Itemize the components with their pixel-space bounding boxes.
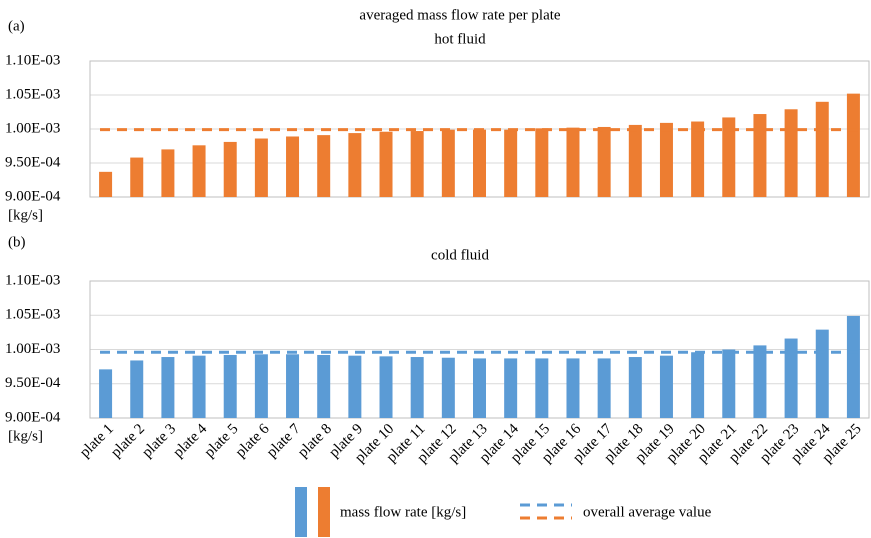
- bar: [784, 109, 798, 197]
- x-tick-label: plate 1: [77, 421, 117, 461]
- bar: [659, 355, 673, 418]
- bar: [441, 129, 455, 197]
- bar: [722, 349, 736, 418]
- bar: [410, 357, 424, 418]
- y-tick-label: 9.50E-04: [5, 375, 61, 391]
- bar: [628, 357, 642, 418]
- x-tick-label: plate 5: [202, 421, 242, 461]
- bar: [441, 357, 455, 418]
- bar: [566, 127, 580, 197]
- legend-label: mass flow rate [kg/s]: [340, 504, 466, 520]
- bar: [317, 135, 331, 197]
- bar: [628, 124, 642, 197]
- bar: [130, 157, 144, 197]
- bar: [223, 354, 237, 418]
- bar: [784, 338, 798, 418]
- bar: [192, 145, 206, 197]
- legend-swatch: [318, 487, 330, 537]
- bar: [99, 171, 113, 197]
- bar: [379, 131, 393, 197]
- bar: [348, 133, 362, 197]
- bar: [130, 360, 144, 418]
- bar: [473, 358, 486, 418]
- y-tick-label: 9.00E-04: [5, 409, 61, 425]
- x-tick-label: plate 8: [295, 421, 335, 461]
- bar: [473, 129, 486, 197]
- bar: [254, 138, 268, 197]
- bar: [753, 345, 767, 418]
- chart-title: averaged mass flow rate per plate: [359, 7, 560, 23]
- bar: [504, 358, 518, 418]
- bar: [317, 354, 331, 418]
- bar: [597, 126, 611, 197]
- bar: [286, 136, 300, 197]
- x-tick-label: plate 4: [170, 421, 210, 461]
- bar: [504, 129, 518, 197]
- bar: [846, 93, 860, 197]
- bar: [223, 141, 237, 197]
- bar: [286, 354, 300, 418]
- bar: [691, 121, 705, 197]
- bar: [379, 356, 393, 418]
- bar: [192, 355, 206, 418]
- bar: [161, 149, 175, 197]
- bar: [161, 357, 175, 418]
- y-tick-label: 9.50E-04: [5, 154, 61, 170]
- bar: [846, 315, 860, 418]
- y-tick-label: 1.10E-03: [5, 272, 60, 288]
- bar: [722, 117, 736, 197]
- bar: [535, 128, 549, 197]
- x-tick-label: plate 7: [264, 421, 304, 461]
- bar: [691, 352, 705, 418]
- y-unit: [kg/s]: [8, 428, 43, 444]
- bar: [535, 358, 549, 418]
- legend-swatch: [295, 487, 307, 537]
- chart-subtitle: hot fluid: [434, 31, 486, 47]
- bar: [348, 355, 362, 418]
- bar: [566, 358, 580, 418]
- y-tick-label: 9.00E-04: [5, 188, 61, 204]
- x-tick-label: plate 6: [233, 421, 273, 461]
- panel-label: (b): [8, 234, 26, 250]
- bar: [659, 122, 673, 197]
- legend-label: overall average value: [583, 504, 712, 520]
- y-tick-label: 1.05E-03: [5, 86, 60, 102]
- panel-label: (a): [8, 18, 25, 34]
- bar: [753, 114, 767, 197]
- y-tick-label: 1.10E-03: [5, 52, 60, 68]
- x-tick-label: plate 3: [139, 421, 179, 461]
- y-tick-label: 1.00E-03: [5, 341, 60, 357]
- bar: [815, 329, 829, 418]
- x-tick-label: plate 2: [108, 421, 148, 461]
- bar: [99, 369, 113, 418]
- y-tick-label: 1.05E-03: [5, 307, 60, 323]
- bar: [597, 358, 611, 418]
- y-unit: [kg/s]: [8, 207, 43, 223]
- bar: [410, 131, 424, 197]
- bar: [254, 354, 268, 418]
- bar: [815, 101, 829, 197]
- chart-subtitle: cold fluid: [431, 247, 489, 263]
- y-tick-label: 1.00E-03: [5, 120, 60, 136]
